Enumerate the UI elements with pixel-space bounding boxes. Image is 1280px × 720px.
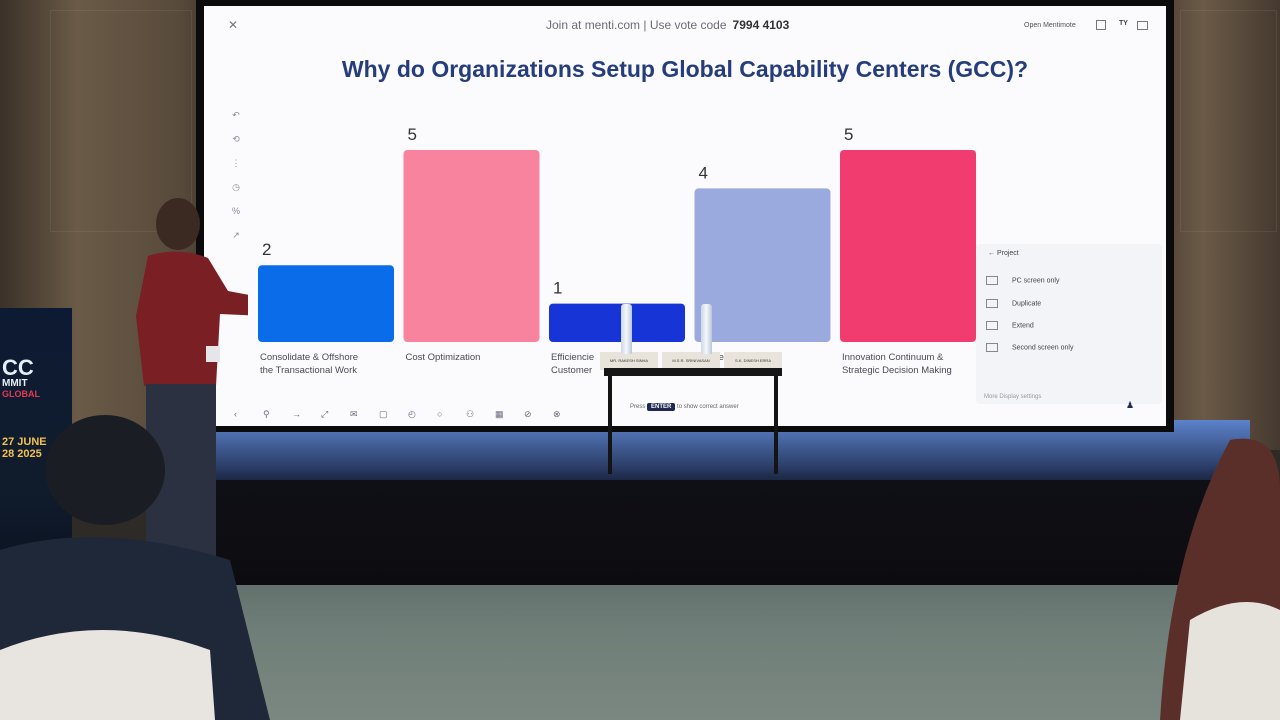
people-icon[interactable]: ⚇ — [466, 409, 475, 419]
project-header: ← Project — [988, 250, 1019, 257]
block-icon[interactable]: ⊗ — [553, 409, 561, 419]
comment-icon[interactable]: ▢ — [379, 409, 388, 419]
expand-icon[interactable]: ⤢ — [321, 409, 329, 419]
category-label: Customer — [551, 365, 592, 376]
undo-icon[interactable]: ↶ — [232, 110, 240, 120]
projection-settings-panel: ← Project PC screen only Duplicate Exten… — [976, 244, 1162, 404]
option-extend[interactable]: Extend — [986, 321, 1034, 330]
banner-line-1: CC — [2, 355, 34, 380]
pin-icon[interactable]: ⚲ — [263, 409, 270, 419]
external-link-icon[interactable] — [1096, 20, 1106, 30]
category-label: the Transactional Work — [260, 365, 357, 376]
prev-icon[interactable]: ‹ — [234, 409, 237, 419]
bar-value-label: 5 — [844, 125, 853, 144]
vote-code: 7994 4103 — [732, 18, 790, 32]
name-card: S.K. DINESH ERRA — [724, 352, 782, 370]
bar-1 — [258, 265, 394, 342]
close-icon[interactable]: ✕ — [228, 18, 239, 32]
slide-top-bar: ✕ Join at menti.com | Use vote code 7994 … — [204, 16, 1166, 36]
enter-hint: Press ENTER to show correct answer — [630, 403, 739, 411]
bar-2 — [403, 150, 540, 342]
chat-icon[interactable]: ○ — [437, 409, 443, 419]
category-label: Efficiencie — [551, 352, 594, 363]
timer-icon-2[interactable]: ◴ — [408, 409, 416, 419]
open-mentimote-link[interactable]: Open Mentimote — [1024, 22, 1076, 29]
audience-silhouette-right — [1160, 438, 1280, 720]
option-second-screen-only[interactable]: Second screen only — [986, 343, 1073, 352]
bar-5 — [840, 150, 976, 342]
bar-4 — [694, 188, 831, 342]
panel-icon[interactable] — [1137, 21, 1148, 30]
name-card: MR. RAKESH SINHA — [600, 352, 658, 370]
name-cards: MR. RAKESH SINHA M.S.R. SRINIVASAN S.K. … — [600, 352, 784, 370]
category-label: Strategic Decision Making — [842, 365, 952, 376]
more-display-settings-link[interactable]: More Display settings — [984, 394, 1042, 400]
table-leg — [608, 376, 612, 474]
trend-icon[interactable]: ↗ — [232, 230, 240, 240]
timer-icon[interactable]: ◷ — [232, 182, 240, 192]
bar-value-label: 2 — [262, 240, 271, 259]
history-icon[interactable]: ⟲ — [232, 134, 240, 144]
slide-title: Why do Organizations Setup Global Capabi… — [341, 56, 1029, 82]
mentimeter-slide: ✕ Join at menti.com | Use vote code 7994 … — [204, 6, 1166, 426]
hide-icon[interactable]: ⊘ — [524, 409, 532, 419]
banner-line-2: MMIT — [2, 378, 28, 389]
bottom-toolbar: ‹ ⚲ → ⤢ ✉ ▢ ◴ ○ ⚇ ▦ ⊘ ⊗ — [234, 404, 584, 419]
banner-line-3: GLOBAL — [2, 389, 40, 399]
category-label: Cost Optimization — [406, 352, 481, 363]
language-toggle[interactable]: TY — [1119, 20, 1128, 27]
grid-icon[interactable]: ⋮ — [231, 158, 241, 168]
bar-value-label: 4 — [699, 163, 708, 182]
option-duplicate[interactable]: Duplicate — [986, 299, 1041, 308]
water-bottle — [621, 304, 632, 354]
qr-icon[interactable]: ▦ — [495, 409, 504, 419]
table-leg — [774, 376, 778, 474]
enter-key: ENTER — [647, 403, 676, 411]
bar-value-label: 5 — [408, 125, 417, 144]
percent-icon[interactable]: % — [231, 206, 240, 216]
join-instructions: Join at menti.com | Use vote code 7994 41… — [546, 18, 789, 32]
name-card: M.S.R. SRINIVASAN — [662, 352, 720, 370]
panel-table — [604, 368, 782, 376]
banner-dates: 27 JUNE 28 2025 — [2, 436, 47, 460]
left-toolbar: ↶ ⟲ ⋮ ◷ % ↗ — [228, 110, 244, 254]
audience-silhouette-left — [0, 415, 270, 720]
category-label: Innovation Continuum & — [842, 352, 944, 363]
bar-value-label: 1 — [553, 279, 562, 298]
bar-3 — [549, 303, 685, 342]
option-pc-screen-only[interactable]: PC screen only — [986, 276, 1059, 285]
next-icon[interactable]: → — [292, 409, 301, 419]
category-label: Consolidate & Offshore — [260, 352, 358, 363]
join-text: Join at menti.com | Use vote code — [546, 18, 727, 32]
results-bar-chart: 2 Consolidate & Offshore the Transactional… — [258, 125, 976, 376]
person-icon[interactable]: ♟ — [1126, 400, 1135, 410]
mail-icon[interactable]: ✉ — [350, 409, 358, 419]
water-bottle — [701, 304, 712, 354]
